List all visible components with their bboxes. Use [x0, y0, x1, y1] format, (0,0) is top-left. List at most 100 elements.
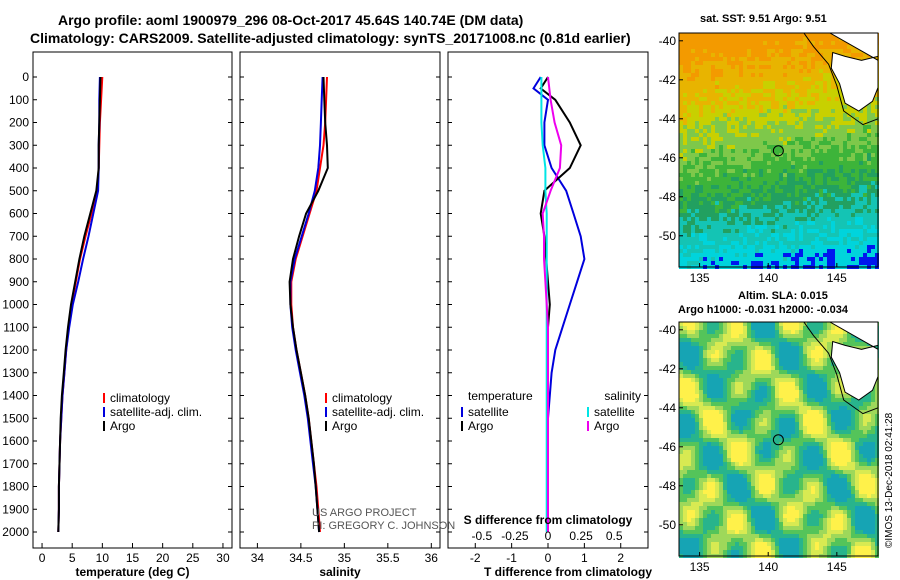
map-cell	[863, 426, 867, 430]
map-cell	[827, 326, 831, 330]
map-cell	[767, 89, 771, 93]
map-cell	[723, 185, 727, 189]
map-cell	[859, 233, 863, 237]
map-cell	[859, 113, 863, 117]
map-cell	[835, 434, 839, 438]
map-cell	[767, 438, 771, 442]
map-cell	[719, 69, 723, 73]
map-cell	[835, 390, 839, 394]
map-cell	[707, 177, 711, 181]
map-cell	[787, 402, 791, 406]
map-cell	[811, 121, 815, 125]
map-cell	[715, 37, 719, 41]
map-cell	[727, 193, 731, 197]
map-cell	[759, 394, 763, 398]
map-cell	[827, 85, 831, 89]
map-cell	[851, 342, 855, 346]
map-cell	[823, 346, 827, 350]
map-cell	[699, 93, 703, 97]
map-cell	[707, 225, 711, 229]
map-cell	[707, 133, 711, 137]
map-cell	[787, 109, 791, 113]
map-cell	[787, 57, 791, 61]
map-cell	[775, 442, 779, 446]
map-cell	[707, 149, 711, 153]
map-cell	[691, 109, 695, 113]
map-cell	[871, 125, 875, 129]
map-cell	[807, 394, 811, 398]
map-cell	[747, 390, 751, 394]
map-cell	[767, 450, 771, 454]
map-cell	[679, 362, 683, 366]
map-cell	[823, 422, 827, 426]
map-cell	[855, 117, 859, 121]
watermark-line-1: US ARGO PROJECT	[312, 507, 417, 519]
map-cell	[807, 73, 811, 77]
map-cell	[827, 233, 831, 237]
chart-panel-2: 34 34.5 35 35.5 36salinityclimatologysatelli…	[239, 51, 441, 579]
map-cell	[859, 398, 863, 402]
map-cell	[795, 253, 799, 257]
map-cell	[847, 446, 851, 450]
map-cell	[695, 41, 699, 45]
map-cell	[819, 173, 823, 177]
map-cell	[739, 418, 743, 422]
map-cell	[727, 97, 731, 101]
map-cell	[771, 382, 775, 386]
map-cell	[823, 434, 827, 438]
map-cell	[807, 390, 811, 394]
map-cell	[679, 77, 683, 81]
map-cell	[747, 406, 751, 410]
map-cell	[827, 141, 831, 145]
map-cell	[787, 101, 791, 105]
map-cell	[699, 229, 703, 233]
map-cell	[755, 438, 759, 442]
map-cell	[775, 201, 779, 205]
map-cell	[799, 65, 803, 69]
map-cell	[755, 205, 759, 209]
map-cell	[743, 237, 747, 241]
map-cell	[719, 109, 723, 113]
map-cell	[751, 237, 755, 241]
map-cell	[815, 93, 819, 97]
map-cell	[695, 430, 699, 434]
map-cell	[687, 406, 691, 410]
map-cell	[827, 253, 831, 257]
map-cell	[787, 386, 791, 390]
map-cell	[707, 145, 711, 149]
map-cell	[875, 149, 879, 153]
map-cell	[791, 113, 795, 117]
map-cell	[823, 185, 827, 189]
map-cell	[723, 37, 727, 41]
map-cell	[811, 462, 815, 466]
map-cell	[823, 322, 827, 326]
map-cell	[855, 430, 859, 434]
map-cell	[791, 201, 795, 205]
map-cell	[703, 418, 707, 422]
map-cell	[787, 454, 791, 458]
map-cell	[719, 37, 723, 41]
map-cell	[771, 430, 775, 434]
map-cell	[703, 346, 707, 350]
map-cell	[743, 410, 747, 414]
map-cell	[851, 109, 855, 113]
map-cell	[855, 418, 859, 422]
map-cell	[867, 257, 871, 261]
map-cell	[867, 422, 871, 426]
legend-label: Argo	[332, 419, 358, 433]
map-cell	[683, 185, 687, 189]
map-cell	[755, 137, 759, 141]
map-cell	[859, 169, 863, 173]
map-cell	[687, 77, 691, 81]
map-cell	[843, 261, 847, 265]
map-cell	[739, 165, 743, 169]
map-cell	[795, 237, 799, 241]
map-cell	[835, 221, 839, 225]
map-cell	[727, 398, 731, 402]
map-cell	[679, 157, 683, 161]
map-cell	[699, 257, 703, 261]
map-cell	[691, 382, 695, 386]
map-cell	[683, 225, 687, 229]
map-cell	[799, 358, 803, 362]
map-cell	[815, 69, 819, 73]
